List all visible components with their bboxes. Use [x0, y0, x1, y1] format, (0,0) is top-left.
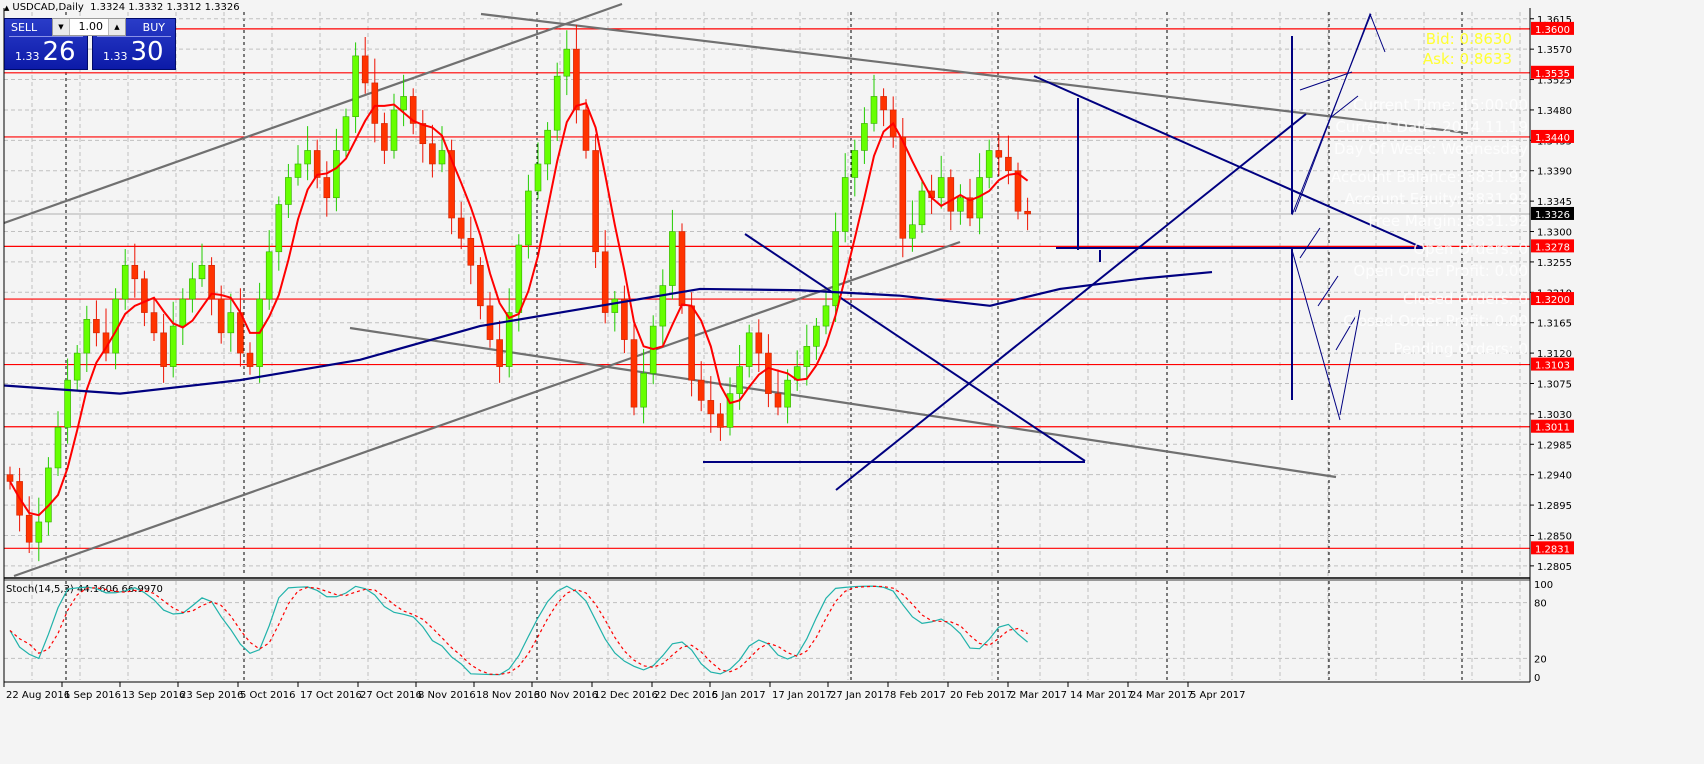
svg-text:0: 0 — [1534, 673, 1540, 684]
svg-text:1.2831: 1.2831 — [1535, 544, 1570, 555]
svg-text:22 Dec 2016: 22 Dec 2016 — [654, 690, 718, 701]
svg-text:5 Oct 2016: 5 Oct 2016 — [240, 690, 295, 701]
collapse-triangle-icon[interactable]: ▲ — [4, 4, 10, 12]
chart-title: ▲ USDCAD,Daily 1.3324 1.3332 1.3312 1.332… — [4, 2, 240, 13]
sell-label: SELL — [11, 21, 38, 34]
svg-text:17 Oct 2016: 17 Oct 2016 — [300, 690, 362, 701]
svg-text:1.3615: 1.3615 — [1537, 15, 1572, 26]
svg-text:1.3326: 1.3326 — [1535, 210, 1570, 221]
svg-text:24 Mar 2017: 24 Mar 2017 — [1130, 690, 1193, 701]
svg-text:80: 80 — [1534, 599, 1547, 610]
svg-text:22 Aug 2016: 22 Aug 2016 — [6, 690, 70, 701]
svg-text:1.3390: 1.3390 — [1537, 167, 1572, 178]
moving-averages — [3, 101, 1213, 517]
axes: 1.36151.35701.35251.34801.34351.33901.33… — [3, 8, 1574, 701]
buy-price-pips: 30 — [130, 37, 164, 67]
svg-text:1.2940: 1.2940 — [1537, 471, 1572, 482]
svg-text:1.3440: 1.3440 — [1535, 133, 1570, 144]
horizontal-levels[interactable] — [4, 28, 1530, 549]
sell-price-pips: 26 — [42, 37, 76, 67]
svg-text:17 Jan 2017: 17 Jan 2017 — [772, 690, 832, 701]
svg-text:14 Mar 2017: 14 Mar 2017 — [1070, 690, 1133, 701]
svg-text:1.3535: 1.3535 — [1535, 69, 1570, 80]
svg-text:1.3200: 1.3200 — [1535, 295, 1570, 306]
svg-text:1.3011: 1.3011 — [1535, 423, 1570, 434]
decrease-lot-icon[interactable]: ▼ — [53, 19, 70, 35]
info-line: Closed Order Profit: 0.00 — [1343, 312, 1528, 330]
svg-text:30 Nov 2016: 30 Nov 2016 — [534, 690, 598, 701]
one-click-trading-panel: SELL 1.33 26 BUY 1.33 30 ▼ 1.00 ▲ — [4, 18, 176, 70]
lot-value[interactable]: 1.00 — [78, 20, 104, 33]
buy-label: BUY — [142, 21, 165, 34]
info-line: Account Balance: 3831.92 — [1330, 168, 1528, 186]
lot-size-input[interactable]: ▼ 1.00 ▲ — [52, 18, 126, 36]
svg-text:2 Mar 2017: 2 Mar 2017 — [1010, 690, 1067, 701]
info-line: Closed Orders: 0 — [1403, 290, 1528, 308]
svg-text:1.3570: 1.3570 — [1537, 45, 1572, 56]
svg-text:27 Oct 2016: 27 Oct 2016 — [360, 690, 422, 701]
info-line: Current Time: 15:00:00 — [1352, 96, 1528, 114]
increase-lot-icon[interactable]: ▲ — [108, 19, 125, 35]
svg-text:1.3255: 1.3255 — [1537, 258, 1572, 269]
svg-text:1.3075: 1.3075 — [1537, 379, 1572, 390]
bid-text: Bid: 0.8630 — [1425, 30, 1512, 48]
svg-text:1.2985: 1.2985 — [1537, 440, 1572, 451]
symbol-title: USDCAD,Daily — [12, 2, 84, 13]
divider — [97, 36, 171, 37]
svg-text:12 Dec 2016: 12 Dec 2016 — [594, 690, 658, 701]
buy-button[interactable]: BUY 1.33 30 — [92, 18, 176, 70]
stochastic-panel: Stoch(14,5,3) 44.1606 66.9970 — [6, 584, 1028, 676]
svg-text:27 Jan 2017: 27 Jan 2017 — [830, 690, 890, 701]
svg-text:1.3600: 1.3600 — [1535, 25, 1570, 36]
svg-text:1.3345: 1.3345 — [1537, 197, 1572, 208]
svg-text:1.3103: 1.3103 — [1535, 361, 1570, 372]
svg-text:1.2850: 1.2850 — [1537, 531, 1572, 542]
info-line: Pending Orders: 0 — [1393, 340, 1528, 358]
svg-text:23 Sep 2016: 23 Sep 2016 — [180, 690, 243, 701]
info-line: Open Orders: 0 — [1413, 240, 1528, 258]
svg-text:13 Sep 2016: 13 Sep 2016 — [122, 690, 185, 701]
svg-text:1.3300: 1.3300 — [1537, 228, 1572, 239]
svg-text:20 Feb 2017: 20 Feb 2017 — [950, 690, 1012, 701]
buy-price: 1.33 30 — [103, 37, 164, 67]
svg-text:1.3030: 1.3030 — [1537, 410, 1572, 421]
svg-text:8 Feb 2017: 8 Feb 2017 — [890, 690, 946, 701]
svg-text:5 Apr 2017: 5 Apr 2017 — [1190, 690, 1245, 701]
svg-text:1.3480: 1.3480 — [1537, 106, 1572, 117]
info-line: Day Of Week: Wednesday — [1333, 140, 1528, 158]
sell-price-prefix: 1.33 — [15, 50, 40, 63]
sell-price: 1.33 26 — [15, 37, 76, 67]
svg-text:1.3165: 1.3165 — [1537, 319, 1572, 330]
ask-text: Ask: 0.8633 — [1422, 50, 1512, 68]
buy-price-prefix: 1.33 — [103, 50, 128, 63]
svg-text:18 Nov 2016: 18 Nov 2016 — [476, 690, 540, 701]
svg-text:Stoch(14,5,3) 44.1606 66.9970: Stoch(14,5,3) 44.1606 66.9970 — [6, 584, 163, 595]
svg-text:8 Nov 2016: 8 Nov 2016 — [418, 690, 476, 701]
info-line: Current Date: 2014.11.19 — [1335, 118, 1528, 136]
info-line: Free Margin: 3831.92 — [1368, 212, 1528, 230]
svg-text:1.3278: 1.3278 — [1535, 242, 1570, 253]
svg-text:5 Jan 2017: 5 Jan 2017 — [712, 690, 766, 701]
info-line: Open Order Profit: 0.00 — [1353, 262, 1528, 280]
info-line: Account Equity: 3831.92 — [1344, 190, 1528, 208]
svg-text:1.2895: 1.2895 — [1537, 501, 1572, 512]
svg-text:20: 20 — [1534, 654, 1547, 665]
trendlines[interactable] — [3, 2, 1469, 578]
svg-text:1.3525: 1.3525 — [1537, 76, 1572, 87]
svg-text:1.2805: 1.2805 — [1537, 562, 1572, 573]
svg-text:1.3120: 1.3120 — [1537, 349, 1572, 360]
divider — [9, 36, 83, 37]
ohlc-values: 1.3324 1.3332 1.3312 1.3326 — [90, 2, 240, 13]
svg-text:100: 100 — [1534, 580, 1553, 591]
svg-text:1 Sep 2016: 1 Sep 2016 — [64, 690, 121, 701]
